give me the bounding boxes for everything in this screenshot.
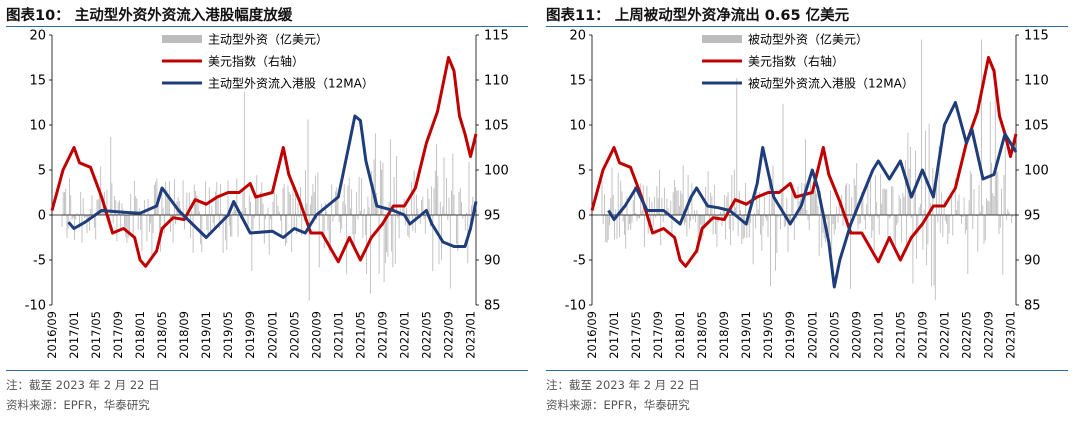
x-tick-label: 2020/05: [287, 311, 301, 359]
y-left-tick-label: -10: [565, 299, 586, 314]
y-right-tick-label: 85: [1024, 299, 1041, 314]
x-tick-label: 2017/05: [629, 311, 643, 359]
y-right-tick-label: 100: [484, 164, 509, 179]
x-tick-label: 2019/09: [783, 311, 797, 359]
x-tick-label: 2019/05: [221, 311, 235, 359]
x-tick-label: 2022/01: [397, 311, 411, 359]
y-left-tick-label: 5: [38, 164, 46, 179]
x-tick-label: 2022/05: [419, 311, 433, 359]
y-right-tick-label: 100: [1024, 164, 1049, 179]
x-tick-label: 2019/01: [739, 311, 753, 359]
y-left-tick-label: 15: [29, 74, 46, 89]
x-tick-label: 2020/01: [265, 311, 279, 359]
y-left-tick-label: 5: [578, 164, 586, 179]
legend-label: 美元指数（右轴）: [208, 54, 304, 69]
y-left-tick-label: -5: [33, 254, 46, 269]
x-tick-label: 2019/01: [199, 311, 213, 359]
x-tick-label: 2018/05: [695, 311, 709, 359]
x-tick-label: 2020/09: [849, 311, 863, 359]
chart-title: 图表11： 上周被动型外资净流出 0.65 亿美元: [546, 8, 850, 24]
x-tick-label: 2019/05: [761, 311, 775, 359]
x-tick-label: 2021/01: [331, 311, 345, 359]
x-tick-label: 2021/09: [915, 311, 929, 359]
y-right-tick-label: 95: [1024, 209, 1041, 224]
x-tick-label: 2017/01: [67, 311, 81, 359]
chart-plot-left: -10 -5 0 5 10 15 20 85 90 95 100 105 110 115 2016/09 20…: [25, 29, 509, 359]
y-left-tick-label: -5: [573, 254, 586, 269]
y-left-tick-label: 10: [29, 119, 46, 134]
x-tick-label: 2018/01: [673, 311, 687, 359]
x-tick-label: 2017/01: [607, 311, 621, 359]
y-right-tick-label: 95: [484, 209, 501, 224]
legend-label: 美元指数（右轴）: [748, 54, 844, 69]
chart-source: 资料来源：EPFR，华泰研究: [6, 398, 150, 412]
y-right-tick-label: 85: [484, 299, 501, 314]
y-left-tick-label: 20: [29, 29, 46, 44]
chart-title: 图表10： 主动型外资外资流入港股幅度放缓: [6, 8, 293, 24]
legend-swatch-bars: [702, 35, 742, 43]
y-right-tick-label: 110: [1024, 74, 1049, 89]
legend-label: 主动型外资流入港股（12MA）: [208, 77, 374, 91]
x-tick-label: 2016/09: [585, 311, 599, 359]
x-tick-label: 2016/09: [45, 311, 59, 359]
x-tick-label: 2022/01: [937, 311, 951, 359]
legend-label: 被动型外资（亿美元）: [748, 32, 868, 47]
title-divider: [6, 26, 528, 27]
x-tick-label: 2018/09: [177, 311, 191, 359]
y-left-tick-label: 0: [578, 209, 586, 224]
y-left-tick-label: 20: [569, 29, 586, 44]
x-tick-label: 2020/09: [309, 311, 323, 359]
ma12-flow-line: [607, 101, 1018, 289]
weekly-flow-bars: [601, 39, 1014, 301]
x-tick-label: 2022/05: [959, 311, 973, 359]
chart-source: 资料来源：EPFR，华泰研究: [546, 398, 690, 412]
y-left-tick-label: -10: [25, 299, 46, 314]
x-tick-label: 2020/01: [805, 311, 819, 359]
y-right-tick-label: 105: [484, 119, 509, 134]
x-tick-label: 2017/05: [89, 311, 103, 359]
legend-label: 被动型外资流入港股（12MA）: [748, 77, 914, 91]
x-tick-label: 2017/09: [111, 311, 125, 359]
chart-plot-right: -10 -5 0 5 10 15 20 85 90 95 100 105 110 115 2016/09 20…: [565, 29, 1049, 359]
footer-divider: [6, 370, 528, 371]
footer-divider: [546, 370, 1068, 371]
x-tick-label: 2021/05: [893, 311, 907, 359]
y-left-tick-label: 0: [38, 209, 46, 224]
x-tick-label: 2022/09: [442, 311, 456, 359]
x-tick-label: 2018/09: [717, 311, 731, 359]
chart-note: 注：截至 2023 年 2 月 22 日: [6, 378, 160, 392]
y-right-tick-label: 115: [484, 29, 509, 44]
y-right-tick-label: 90: [1024, 254, 1041, 269]
legend-swatch-bars: [162, 35, 202, 43]
x-tick-label: 2020/05: [827, 311, 841, 359]
x-tick-label: 2021/01: [871, 311, 885, 359]
x-tick-label: 2019/09: [243, 311, 257, 359]
y-right-tick-label: 110: [484, 74, 509, 89]
x-tick-label: 2017/09: [651, 311, 665, 359]
y-right-tick-label: 90: [484, 254, 501, 269]
y-right-tick-label: 105: [1024, 119, 1049, 134]
dollar-index-line: [50, 56, 478, 268]
chart-note: 注：截至 2023 年 2 月 22 日: [546, 378, 700, 392]
chart-panel-left: 图表10： 主动型外资外资流入港股幅度放缓 -10 -5 0 5 10 15 20 85 90 9…: [6, 0, 536, 429]
x-tick-label: 2023/01: [1004, 311, 1018, 359]
y-right-tick-label: 115: [1024, 29, 1049, 44]
x-tick-label: 2021/09: [375, 311, 389, 359]
ma12-flow-line: [67, 114, 478, 248]
x-tick-label: 2018/05: [155, 311, 169, 359]
title-divider: [546, 26, 1068, 27]
x-tick-label: 2018/01: [133, 311, 147, 359]
chart-panel-right: 图表11： 上周被动型外资净流出 0.65 亿美元 -10 -5 0 5 10 15 20 8…: [546, 0, 1076, 429]
legend-label: 主动型外资（亿美元）: [208, 32, 328, 47]
x-tick-label: 2021/05: [353, 311, 367, 359]
x-tick-label: 2023/01: [464, 311, 478, 359]
y-left-tick-label: 10: [569, 119, 586, 134]
y-left-tick-label: 15: [569, 74, 586, 89]
x-tick-label: 2022/09: [982, 311, 996, 359]
